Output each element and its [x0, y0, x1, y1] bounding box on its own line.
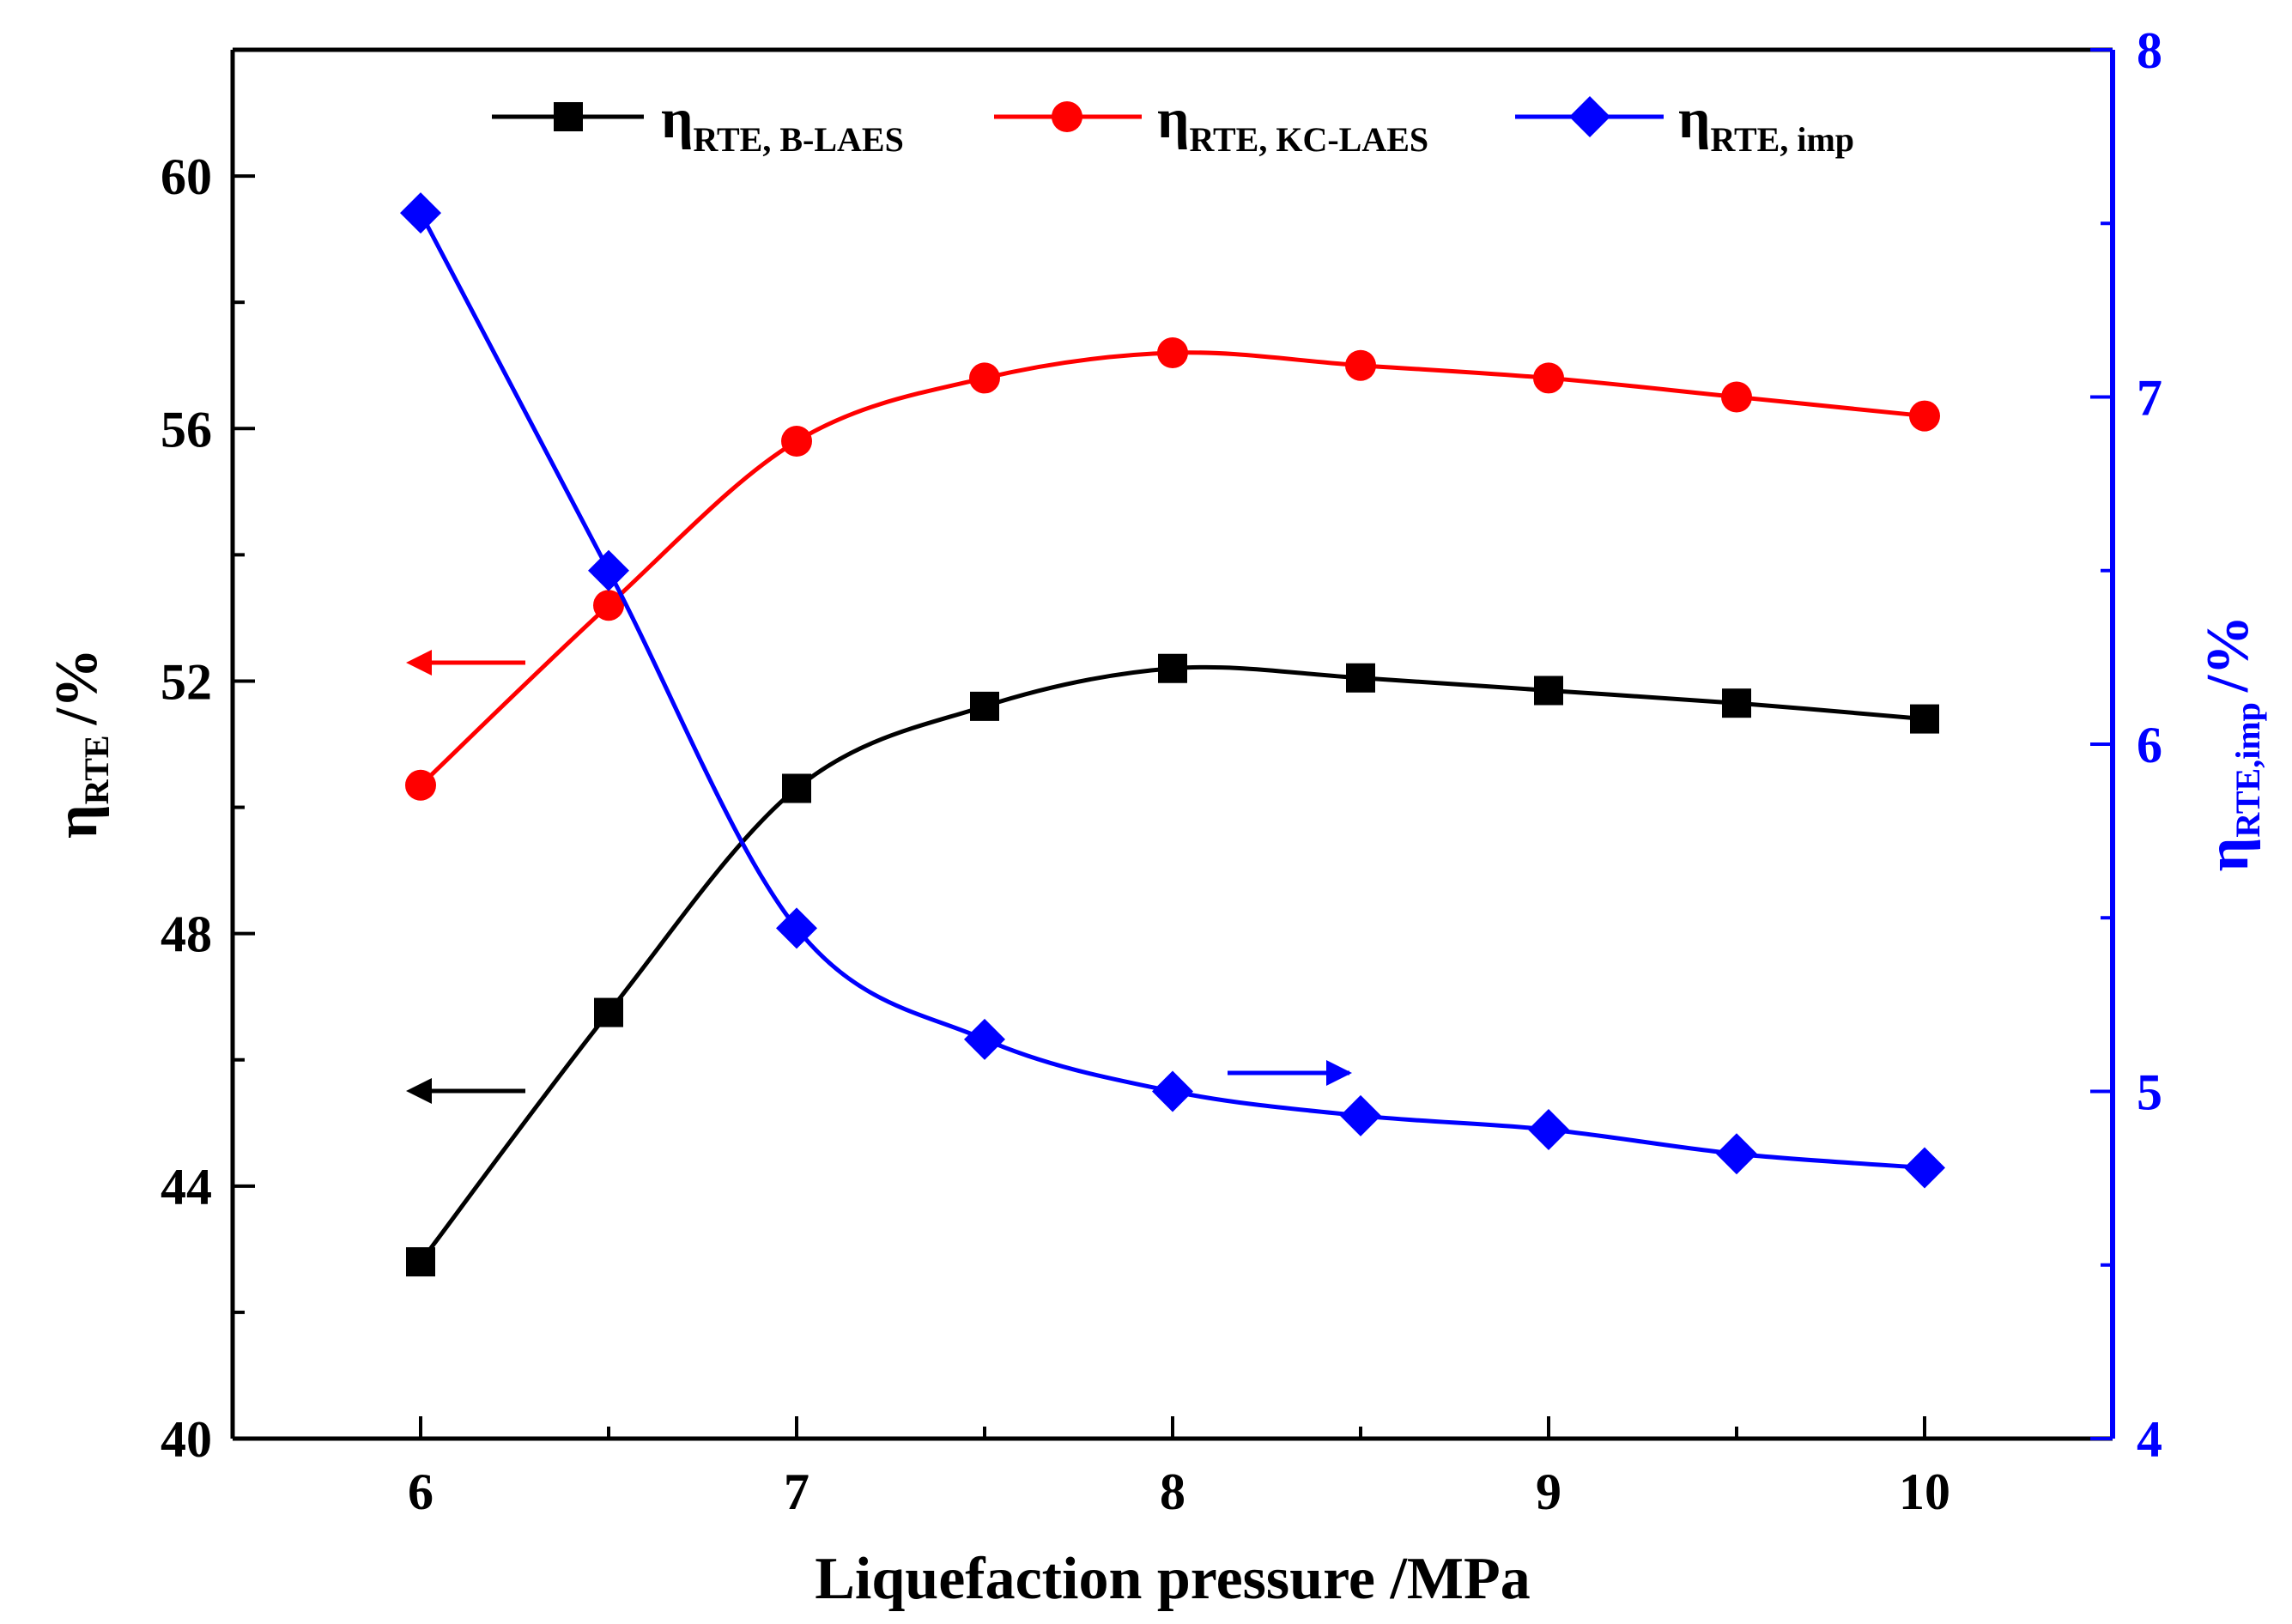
data-point-b-laes: [1534, 676, 1563, 706]
y-left-tick-label: 44: [161, 1159, 212, 1215]
data-point-imp: [1340, 1094, 1381, 1136]
x-tick-label: 8: [1160, 1463, 1185, 1520]
y-right-tick-label: 6: [2137, 717, 2162, 773]
y-left-tick-label: 56: [161, 401, 212, 458]
legend-item-b-laes: ηRTE, B-LAES: [492, 88, 904, 159]
legend-label-kc-laes: ηRTE, KC-LAES: [1157, 88, 1428, 159]
legend-label-b-laes: ηRTE, B-LAES: [661, 88, 904, 159]
data-point-kc-laes: [781, 425, 812, 457]
data-point-kc-laes: [1157, 337, 1188, 369]
data-point-b-laes: [406, 1247, 435, 1277]
series-line-kc-laes: [419, 350, 1925, 787]
series-imp: [400, 192, 1945, 1189]
x-tick-label: 10: [1899, 1463, 1950, 1520]
y-right-tick-label: 4: [2137, 1411, 2162, 1468]
axis-arrows: [406, 650, 1352, 1104]
legend-marker-kc-laes: [1052, 101, 1082, 132]
y-right-tick-label: 5: [2137, 1064, 2162, 1121]
data-point-b-laes: [782, 773, 811, 803]
y-axis-title-left: ηRTE/%: [44, 648, 116, 839]
x-tick-label: 6: [408, 1463, 434, 1520]
data-point-b-laes: [1910, 704, 1939, 734]
legend-label-imp: ηRTE, imp: [1678, 88, 1854, 159]
data-point-kc-laes: [593, 590, 624, 621]
legend-marker-imp: [1569, 96, 1610, 137]
y-left-tick-label: 60: [161, 148, 212, 205]
data-point-imp: [1904, 1147, 1945, 1189]
y-left-tick-label: 48: [161, 906, 212, 963]
y-right-tick-label: 8: [2137, 22, 2162, 79]
data-point-kc-laes: [405, 769, 436, 801]
series-line-b-laes: [419, 664, 1925, 1263]
data-point-kc-laes: [1345, 349, 1376, 381]
series-layer: [400, 192, 1945, 1277]
data-point-b-laes: [1158, 653, 1187, 683]
x-tick-label: 7: [784, 1463, 809, 1520]
data-point-b-laes: [594, 997, 623, 1027]
data-point-b-laes: [970, 691, 999, 721]
y-right-tick-label: 7: [2137, 370, 2162, 427]
y-left-tick-label: 40: [161, 1411, 212, 1468]
legend: ηRTE, B-LAES ηRTE, KC-LAES ηRTE, imp: [492, 88, 1854, 159]
data-point-kc-laes: [1909, 400, 1940, 432]
data-point-imp: [400, 192, 441, 234]
data-point-imp: [1716, 1133, 1757, 1175]
data-point-imp: [1152, 1070, 1193, 1112]
y-axis-title-right: ηRTE,imp/%: [2195, 615, 2267, 872]
data-point-imp: [1528, 1108, 1569, 1150]
plot-frame: [230, 47, 2115, 1441]
legend-marker-b-laes: [554, 102, 583, 131]
x-axis-title: Liquefaction pressure /MPa: [815, 1546, 1531, 1612]
x-tick-label: 9: [1536, 1463, 1561, 1520]
data-point-b-laes: [1722, 688, 1751, 718]
data-point-imp: [776, 907, 817, 949]
y-left-tick-label: 52: [161, 653, 212, 710]
series-b-laes: [406, 653, 1939, 1277]
data-point-b-laes: [1346, 663, 1375, 693]
data-point-imp: [588, 549, 629, 591]
legend-item-kc-laes: ηRTE, KC-LAES: [994, 88, 1428, 159]
data-point-kc-laes: [1721, 381, 1752, 413]
data-point-imp: [964, 1018, 1005, 1060]
legend-item-imp: ηRTE, imp: [1515, 88, 1854, 159]
series-kc-laes: [405, 337, 1940, 801]
data-point-kc-laes: [1533, 362, 1564, 394]
data-point-kc-laes: [969, 362, 1000, 394]
